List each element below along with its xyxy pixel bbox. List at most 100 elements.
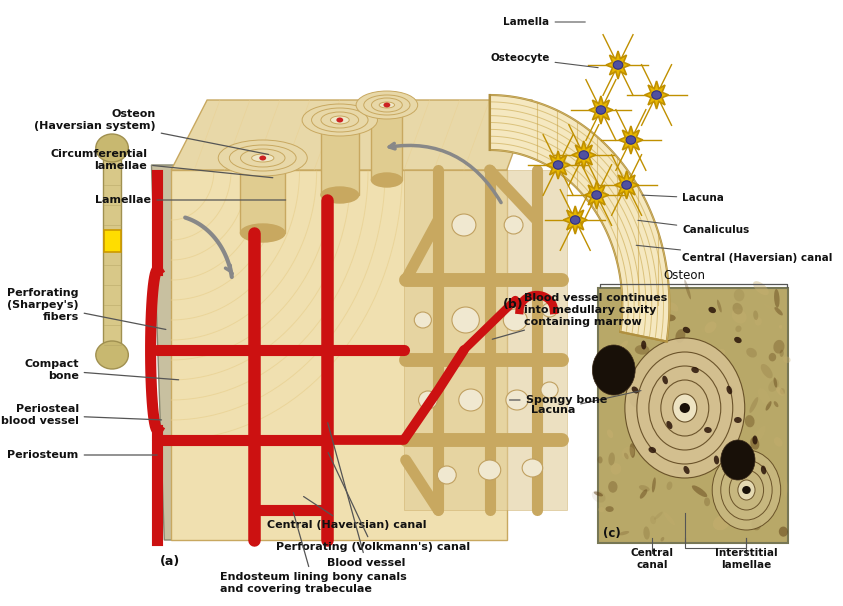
Ellipse shape bbox=[330, 116, 349, 124]
Ellipse shape bbox=[612, 359, 621, 369]
Ellipse shape bbox=[626, 411, 632, 418]
Text: Osteon: Osteon bbox=[663, 269, 706, 282]
Ellipse shape bbox=[783, 356, 791, 363]
Ellipse shape bbox=[626, 136, 636, 144]
Ellipse shape bbox=[668, 302, 679, 311]
Ellipse shape bbox=[652, 91, 662, 99]
Ellipse shape bbox=[661, 380, 709, 436]
Ellipse shape bbox=[631, 387, 639, 393]
Text: Endosteum lining bony canals
and covering trabeculae: Endosteum lining bony canals and coverin… bbox=[220, 513, 406, 594]
Ellipse shape bbox=[479, 460, 501, 480]
Ellipse shape bbox=[438, 466, 456, 484]
Polygon shape bbox=[606, 51, 630, 79]
Ellipse shape bbox=[372, 98, 402, 112]
Ellipse shape bbox=[764, 304, 777, 311]
Ellipse shape bbox=[779, 527, 788, 537]
Ellipse shape bbox=[677, 415, 684, 422]
Text: Central
canal: Central canal bbox=[631, 548, 674, 570]
Text: Lamella: Lamella bbox=[503, 17, 585, 27]
Ellipse shape bbox=[775, 307, 783, 316]
Polygon shape bbox=[546, 151, 570, 179]
Bar bbox=[103, 155, 121, 355]
Ellipse shape bbox=[765, 503, 771, 510]
Ellipse shape bbox=[541, 382, 558, 398]
Ellipse shape bbox=[717, 381, 724, 384]
Ellipse shape bbox=[364, 95, 410, 115]
Ellipse shape bbox=[727, 502, 736, 511]
Ellipse shape bbox=[593, 345, 635, 395]
Ellipse shape bbox=[761, 465, 766, 474]
Ellipse shape bbox=[643, 527, 650, 539]
Ellipse shape bbox=[780, 350, 784, 357]
Ellipse shape bbox=[623, 293, 634, 306]
Ellipse shape bbox=[503, 309, 527, 331]
Ellipse shape bbox=[609, 453, 615, 465]
Ellipse shape bbox=[608, 481, 618, 493]
Ellipse shape bbox=[419, 391, 438, 409]
Ellipse shape bbox=[674, 448, 679, 458]
Ellipse shape bbox=[718, 377, 728, 388]
Ellipse shape bbox=[662, 367, 666, 375]
Ellipse shape bbox=[598, 456, 603, 464]
Ellipse shape bbox=[717, 299, 722, 313]
Ellipse shape bbox=[753, 281, 769, 295]
Text: Periosteal
blood vessel: Periosteal blood vessel bbox=[1, 404, 162, 426]
Text: Blood vessel continues
into medullary cavity
containing marrow: Blood vessel continues into medullary ca… bbox=[492, 293, 667, 339]
Text: Lacuna: Lacuna bbox=[531, 391, 641, 415]
Ellipse shape bbox=[722, 404, 729, 411]
Ellipse shape bbox=[623, 384, 628, 388]
Ellipse shape bbox=[667, 482, 673, 490]
Polygon shape bbox=[563, 206, 588, 234]
Ellipse shape bbox=[506, 390, 529, 410]
Ellipse shape bbox=[96, 341, 128, 369]
Polygon shape bbox=[619, 126, 643, 154]
Ellipse shape bbox=[613, 61, 623, 69]
Ellipse shape bbox=[728, 497, 740, 507]
Ellipse shape bbox=[642, 341, 647, 350]
Ellipse shape bbox=[635, 345, 649, 355]
Ellipse shape bbox=[738, 480, 755, 500]
Ellipse shape bbox=[229, 145, 296, 171]
Ellipse shape bbox=[627, 291, 631, 296]
Ellipse shape bbox=[681, 417, 697, 422]
Ellipse shape bbox=[735, 325, 742, 332]
Ellipse shape bbox=[654, 511, 663, 520]
Ellipse shape bbox=[671, 429, 681, 439]
Ellipse shape bbox=[780, 388, 785, 395]
Text: Blood vessel: Blood vessel bbox=[327, 422, 405, 568]
Ellipse shape bbox=[695, 438, 706, 453]
Ellipse shape bbox=[504, 216, 523, 234]
Ellipse shape bbox=[733, 411, 739, 428]
Ellipse shape bbox=[753, 310, 758, 320]
Ellipse shape bbox=[713, 516, 729, 530]
Ellipse shape bbox=[714, 456, 719, 464]
Ellipse shape bbox=[336, 118, 343, 122]
Ellipse shape bbox=[642, 418, 647, 424]
Ellipse shape bbox=[692, 485, 707, 497]
Ellipse shape bbox=[599, 355, 606, 360]
Ellipse shape bbox=[607, 351, 617, 362]
Ellipse shape bbox=[765, 401, 771, 411]
Ellipse shape bbox=[666, 301, 668, 307]
Ellipse shape bbox=[624, 453, 629, 459]
Ellipse shape bbox=[751, 518, 761, 530]
Text: Perforating (Volkmann's) canal: Perforating (Volkmann's) canal bbox=[276, 453, 470, 552]
Ellipse shape bbox=[701, 327, 705, 333]
Ellipse shape bbox=[321, 112, 358, 128]
Ellipse shape bbox=[729, 470, 764, 510]
Polygon shape bbox=[171, 170, 507, 540]
Ellipse shape bbox=[650, 516, 656, 524]
Ellipse shape bbox=[679, 403, 690, 413]
Ellipse shape bbox=[734, 417, 742, 423]
Text: Spongy bone: Spongy bone bbox=[509, 395, 607, 405]
Bar bbox=[240, 158, 285, 233]
Ellipse shape bbox=[774, 437, 782, 447]
Ellipse shape bbox=[639, 485, 650, 491]
Bar bbox=[321, 120, 358, 195]
Ellipse shape bbox=[592, 191, 601, 199]
Polygon shape bbox=[404, 170, 566, 510]
Text: Compact
bone: Compact bone bbox=[24, 359, 179, 381]
Ellipse shape bbox=[734, 337, 742, 343]
Polygon shape bbox=[615, 171, 639, 199]
Ellipse shape bbox=[459, 389, 483, 411]
